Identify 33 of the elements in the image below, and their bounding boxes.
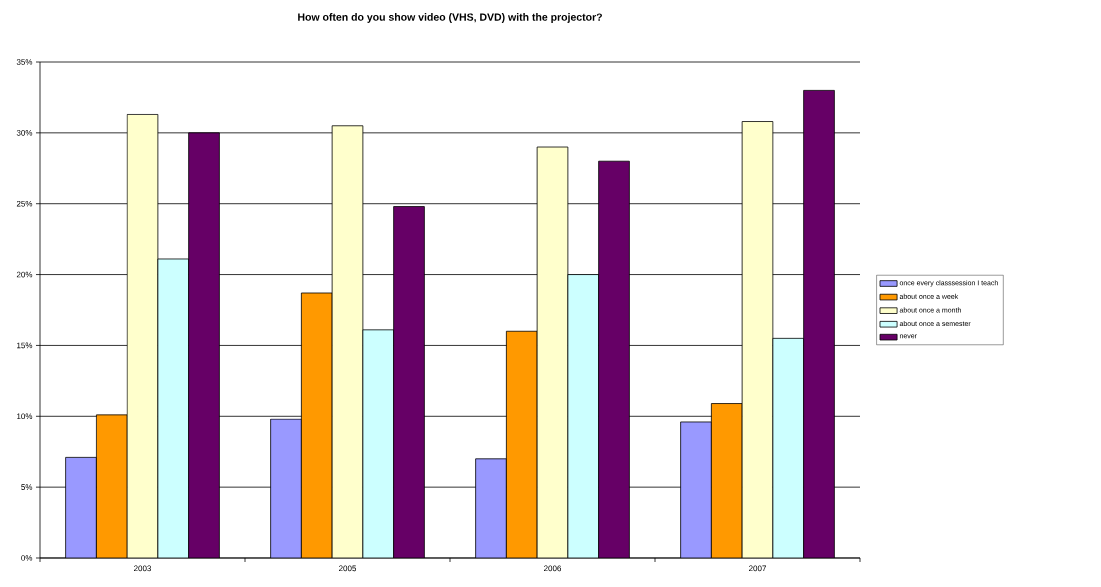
bar [803, 89, 835, 558]
y-tick-label: 5% [21, 484, 33, 490]
bar [126, 114, 159, 558]
y-tick-label: 0% [21, 555, 33, 561]
bar [741, 121, 774, 558]
bar [710, 403, 743, 558]
y-tick-label: 20% [16, 271, 33, 278]
bar [157, 258, 190, 558]
bar [331, 125, 364, 558]
y-tick-label: 30% [16, 130, 33, 136]
bar [598, 160, 630, 558]
bar [536, 146, 569, 558]
bar [65, 456, 97, 558]
y-tick-label: 25% [16, 200, 33, 207]
y-tick-label: 35% [16, 59, 33, 65]
x-tick-label: 2007 [749, 565, 766, 572]
bar [680, 421, 712, 558]
bar [475, 458, 507, 558]
x-tick-label: 2006 [544, 565, 562, 572]
bar [300, 292, 333, 558]
bar [270, 418, 302, 558]
bar [393, 206, 425, 558]
chart-title: How often do you show video (VHS, DVD) with the projector? [298, 13, 602, 23]
bar [505, 330, 538, 558]
x-tick-label: 2005 [339, 565, 357, 572]
bar [95, 414, 128, 558]
x-tick-label: 2003 [134, 565, 152, 572]
bar [188, 132, 220, 558]
y-tick-label: 10% [17, 413, 33, 420]
bar [567, 274, 600, 558]
y-tick-label: 15% [17, 342, 33, 349]
bar [362, 329, 395, 558]
bar [772, 337, 805, 558]
